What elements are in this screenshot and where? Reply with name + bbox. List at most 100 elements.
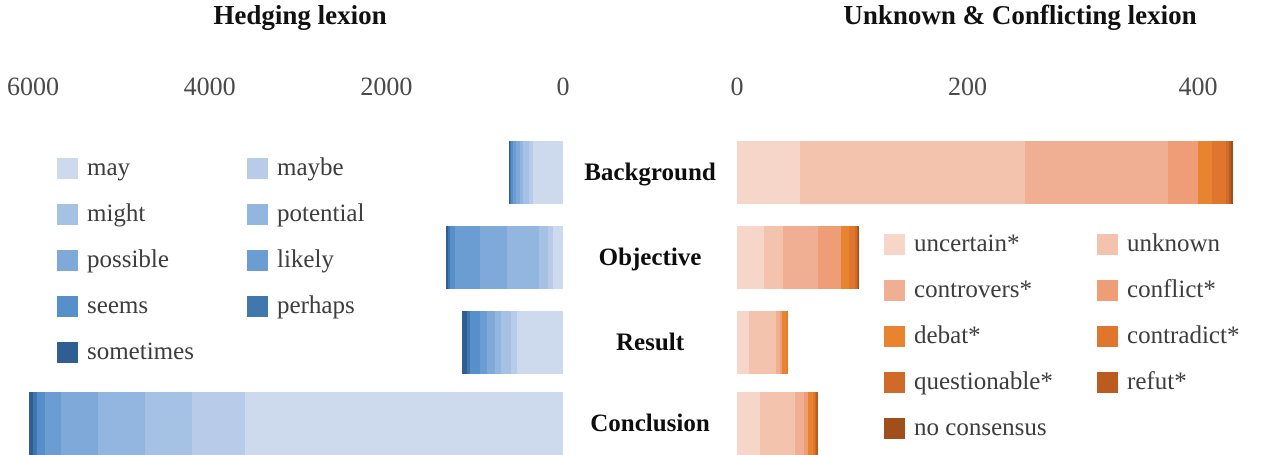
legend-label-debat: debat* bbox=[914, 322, 981, 349]
legend-swatch-possible bbox=[57, 249, 78, 271]
legend-swatch-likely bbox=[247, 249, 268, 271]
legend-label-controvers: controvers* bbox=[914, 276, 1033, 303]
legend-item-debat: debat* bbox=[884, 322, 981, 350]
bar-segment-might bbox=[145, 392, 192, 455]
bar-segment-debat bbox=[1197, 141, 1212, 204]
axis-tick-label: 0 bbox=[730, 72, 744, 101]
bar-segment-unknown bbox=[760, 392, 795, 455]
legend-item-sometimes: sometimes bbox=[57, 338, 194, 366]
legend-item-questionable: questionable* bbox=[884, 368, 1053, 396]
bar-segment-perhaps bbox=[510, 141, 512, 204]
bar-segment-debat bbox=[781, 311, 787, 374]
legend-label-conflict: conflict* bbox=[1127, 276, 1216, 303]
legend-item-uncertain: uncertain* bbox=[884, 230, 1020, 258]
bar-segment-maybe bbox=[191, 392, 245, 455]
legend-swatch-controvers bbox=[884, 279, 905, 301]
bar-segment-uncertain bbox=[737, 311, 749, 374]
bar-segment-questionable bbox=[854, 226, 857, 289]
bar-segment-refut bbox=[816, 392, 818, 455]
legend-label-uncertain: uncertain* bbox=[914, 230, 1020, 257]
legend-label-sometimes: sometimes bbox=[87, 338, 194, 365]
bar-segment-seems bbox=[470, 311, 480, 374]
legend-swatch-unknown bbox=[1097, 233, 1118, 255]
legend-label-refut: refut* bbox=[1127, 368, 1187, 395]
bar-segment-seems bbox=[450, 226, 455, 289]
bar-segment-potential bbox=[98, 392, 146, 455]
bar-segment-sometimes bbox=[509, 141, 511, 204]
bar-segment-seems bbox=[511, 141, 514, 204]
legend-swatch-refut bbox=[1097, 371, 1118, 393]
bar-segment-controvers bbox=[794, 392, 804, 455]
legend-item-potential: potential bbox=[247, 200, 364, 228]
bar-segment-sometimes bbox=[446, 226, 449, 289]
legend-item-likely: likely bbox=[247, 246, 334, 274]
bar-segment-no-consensus bbox=[857, 226, 860, 289]
bar-segment-controvers bbox=[776, 311, 780, 374]
bar-segment-potential bbox=[494, 311, 502, 374]
bar-segment-refut bbox=[856, 226, 858, 289]
legend-swatch-may bbox=[57, 157, 78, 179]
bar-segment-likely bbox=[454, 226, 481, 289]
bar-segment-controvers bbox=[1025, 141, 1169, 204]
stacked-bar-result bbox=[737, 311, 788, 374]
bar-segment-may bbox=[552, 226, 563, 289]
legend-swatch-uncertain bbox=[884, 233, 905, 255]
bar-segment-perhaps bbox=[32, 392, 38, 455]
category-label-conclusion: Conclusion bbox=[590, 409, 710, 437]
left-chart-title: Hedging lexion bbox=[213, 0, 387, 30]
bar-segment-seems bbox=[37, 392, 46, 455]
bar-segment-no-consensus bbox=[1231, 141, 1233, 204]
bar-segment-likely bbox=[479, 311, 487, 374]
axis-tick-label: 6000 bbox=[7, 72, 59, 101]
bar-segment-uncertain bbox=[737, 226, 764, 289]
bar-segment-contradict bbox=[786, 311, 788, 374]
legend-swatch-sometimes bbox=[57, 341, 78, 363]
category-label-background: Background bbox=[584, 158, 716, 186]
legend-label-likely: likely bbox=[277, 246, 334, 273]
bar-segment-controvers bbox=[783, 226, 818, 289]
bar-segment-may bbox=[244, 392, 563, 455]
legend-label-seems: seems bbox=[87, 292, 149, 319]
stacked-bar-background bbox=[737, 141, 1233, 204]
category-label-objective: Objective bbox=[598, 243, 702, 271]
bar-segment-uncertain bbox=[737, 141, 801, 204]
legend-swatch-conflict bbox=[1097, 279, 1118, 301]
axis-tick-label: 2000 bbox=[360, 72, 413, 101]
legend-swatch-questionable bbox=[884, 371, 905, 393]
bar-segment-likely bbox=[45, 392, 62, 455]
bar-segment-debat bbox=[840, 226, 849, 289]
legend-swatch-maybe bbox=[247, 157, 268, 179]
legend-label-perhaps: perhaps bbox=[277, 292, 355, 319]
legend-swatch-seems bbox=[57, 295, 78, 317]
legend-label-unknown: unknown bbox=[1127, 230, 1221, 257]
legend-item-conflict: conflict* bbox=[1097, 276, 1216, 304]
legend-swatch-no-consensus bbox=[884, 417, 905, 439]
stacked-bar-conclusion bbox=[737, 392, 818, 455]
bar-segment-contradict bbox=[1211, 141, 1226, 204]
bar-segment-questionable bbox=[815, 392, 817, 455]
bar-segment-may bbox=[516, 311, 563, 374]
bar-segment-maybe bbox=[528, 141, 533, 204]
bar-segment-contradict bbox=[848, 226, 855, 289]
bar-segment-conflict bbox=[1168, 141, 1198, 204]
legend-label-no-consensus: no consensus bbox=[914, 414, 1047, 441]
legend-item-maybe: maybe bbox=[247, 154, 344, 182]
category-label-result: Result bbox=[615, 328, 685, 356]
bar-segment-refut bbox=[1229, 141, 1232, 204]
stacked-bar-background bbox=[509, 141, 563, 204]
stacked-bar-conclusion bbox=[28, 392, 563, 455]
legend-label-possible: possible bbox=[87, 246, 169, 273]
bar-segment-debat bbox=[808, 392, 814, 455]
axis-tick-label: 400 bbox=[1178, 72, 1218, 101]
legend-swatch-contradict bbox=[1097, 325, 1118, 347]
bar-segment-possible bbox=[480, 226, 507, 289]
axis-tick-label: 0 bbox=[556, 72, 570, 101]
bar-segment-questionable bbox=[1225, 141, 1230, 204]
bar-segment-uncertain bbox=[737, 392, 761, 455]
stacked-bar-objective bbox=[446, 226, 563, 289]
legend-item-might: might bbox=[57, 200, 145, 228]
legend-item-possible: possible bbox=[57, 246, 169, 274]
bar-segment-conflict bbox=[817, 226, 841, 289]
bar-segment-perhaps bbox=[448, 226, 451, 289]
stacked-bar-objective bbox=[737, 226, 860, 289]
